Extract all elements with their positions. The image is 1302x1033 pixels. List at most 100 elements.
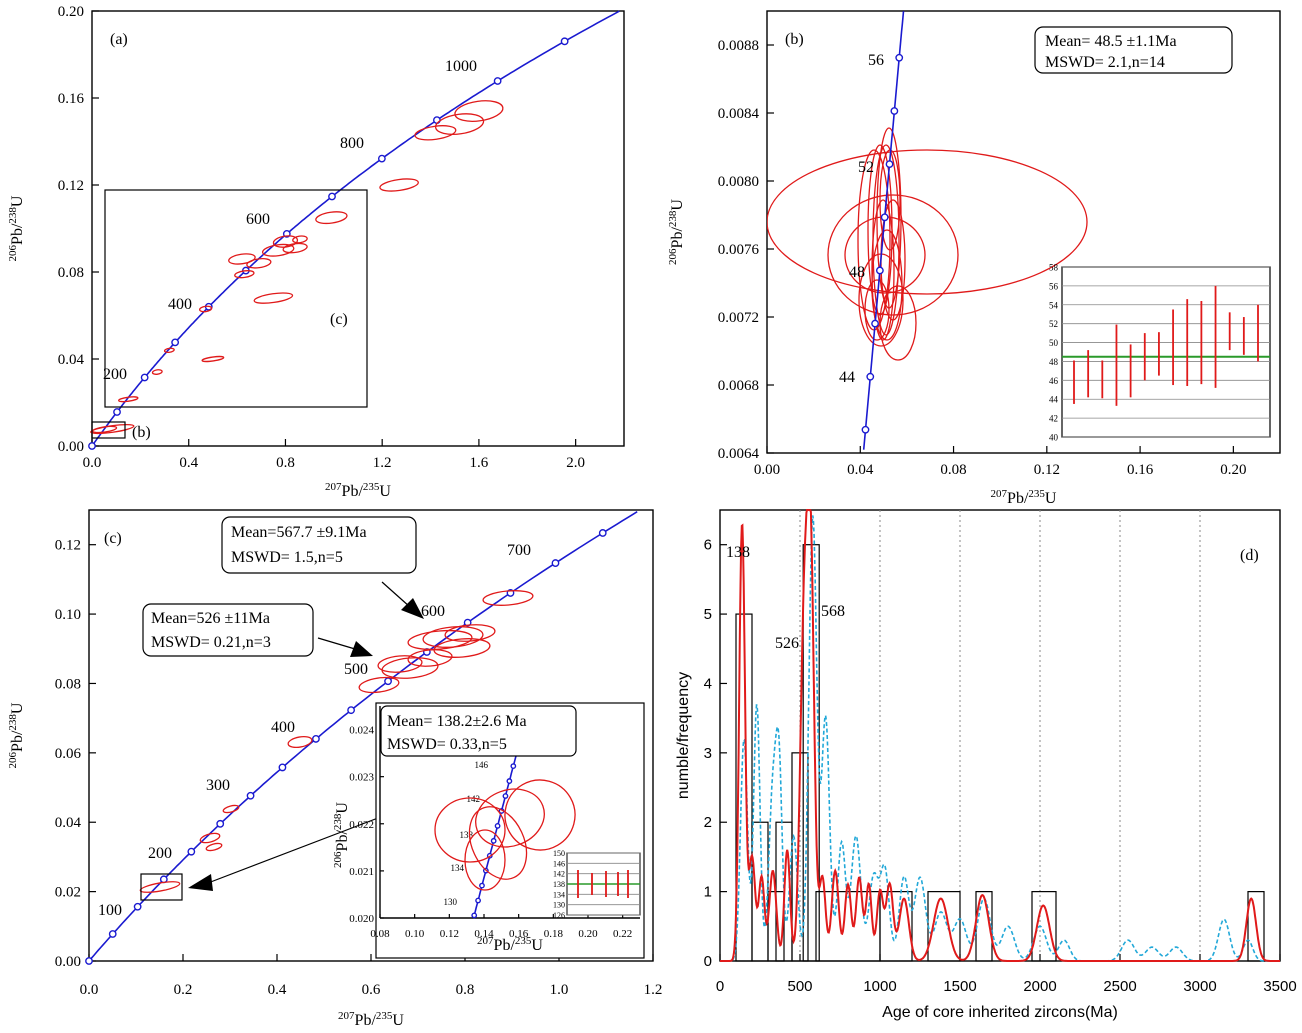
inset-ellipse [464, 829, 506, 891]
y-axis-title-el2: U [9, 195, 26, 207]
x-axis-title-mass: 207 [991, 488, 1008, 500]
inset-bar-y-label: 126 [553, 911, 565, 920]
x-tick-label: 1.2 [373, 455, 392, 471]
x-tick-label: 0 [716, 978, 724, 995]
concordia-age-marker [885, 160, 894, 169]
concordia-age-label: 52 [858, 159, 874, 176]
inset-y-tick-label: 56 [1049, 281, 1059, 291]
y-tick-label: 0.0084 [718, 106, 760, 122]
concordia-age-label: 700 [507, 542, 531, 559]
concordia-age-marker [880, 213, 889, 222]
concordia-age-label: 100 [98, 902, 122, 919]
panel-c: 0.0 0.2 0.4 0.6 0.8 1.0 1.2 0.00 0.02 0.04 0.06 0.0… [7, 509, 662, 1029]
inset-y-title: 206Pb/238U [332, 802, 351, 868]
data-ellipse [118, 396, 139, 403]
inset-age-label: 138 [460, 830, 474, 840]
concordia-age-marker [433, 116, 441, 125]
x-tick-label: 0.8 [276, 455, 295, 471]
data-ellipse [422, 626, 484, 648]
inset-x-title-mass2: 235 [515, 935, 532, 947]
y-tick-label: 0.0064 [718, 446, 760, 462]
concordia-age-marker [384, 677, 392, 686]
panel-a: 0.0 0.4 0.8 1.2 1.6 2.0 0.00 0.04 0.08 0.12 0.16 0.… [7, 4, 625, 500]
inset-y-tick-label: 42 [1049, 414, 1058, 424]
x-tick-label: 2000 [1023, 978, 1056, 995]
inset-x-tick-label: 0.10 [405, 928, 425, 940]
y-tick-label: 0.16 [58, 91, 85, 107]
y-tick-label: 1 [704, 884, 712, 901]
y-tick-label: 0.20 [58, 4, 84, 20]
inset-frame [1061, 266, 1271, 438]
y-tick-label: 2 [704, 814, 712, 831]
kde-curve-cyan [720, 515, 1280, 962]
data-ellipse [199, 832, 221, 844]
arrow-line [381, 581, 411, 608]
x-tick-label: 0.08 [940, 462, 966, 478]
x-axis-title-mass2: 235 [376, 1010, 393, 1022]
x-axis-title: 207Pb/235U [991, 488, 1057, 507]
inset-y-tick-label: 0.023 [349, 772, 374, 784]
concordia-age-marker [377, 154, 386, 163]
inset-y-tick-label: 48 [1049, 357, 1059, 367]
data-ellipse [91, 425, 118, 434]
concordia-age-marker [551, 559, 560, 567]
data-ellipse [358, 676, 400, 694]
y-tick-label: 0.0080 [718, 174, 759, 190]
x-tick-label: 0.20 [1220, 462, 1246, 478]
peak-label: 526 [775, 635, 799, 652]
data-ellipse [871, 199, 895, 341]
concordia-age-label: 400 [271, 719, 295, 736]
x-axis-title-el: Pb/ [355, 1012, 377, 1029]
inset-age-label: 130 [444, 897, 458, 907]
data-ellipse [879, 285, 917, 361]
x-tick-label: 0.0 [80, 982, 99, 998]
concordia-age-label: 48 [849, 264, 865, 281]
inset-y-title-el2: U [334, 802, 351, 814]
concordia-age-label: 56 [868, 52, 884, 69]
y-tick-label: 0.06 [55, 746, 82, 762]
inset-x-tick-label: 0.12 [440, 928, 459, 940]
x-tick-label: 0.2 [174, 982, 193, 998]
histogram-bar [1247, 891, 1265, 962]
data-ellipse [482, 590, 534, 606]
inset-concordia-marker [479, 882, 485, 889]
y-tick-label: 3 [704, 745, 712, 762]
panel-label: (b) [785, 31, 804, 48]
stats-box-1 [221, 516, 417, 574]
inset-ellipse [434, 797, 506, 863]
data-ellipse [287, 736, 313, 748]
zoom-box [140, 873, 183, 901]
concordia-age-label: 600 [246, 211, 270, 228]
data-ellipse [163, 347, 175, 354]
concordia-age-marker [85, 957, 93, 965]
data-ellipse [201, 355, 225, 363]
inset-x-tick-label: 0.14 [474, 928, 494, 940]
inset-y-tick-label: 0.024 [349, 725, 374, 737]
panel-label: (d) [1240, 547, 1259, 564]
concordia-age-marker [140, 373, 149, 382]
y-tick-label: 0.02 [55, 885, 81, 901]
arrow-head [401, 598, 424, 619]
inset-x-tick-label: 0.18 [544, 928, 564, 940]
panel-label: (c) [104, 530, 122, 547]
ellipse-group [767, 11, 1088, 450]
concordia-age-marker [113, 408, 121, 416]
inset-y-tick-label: 0.020 [349, 913, 374, 925]
y-tick-label: 0.0072 [718, 310, 759, 326]
mswd-text: MSWD= 2.1,n=14 [1045, 54, 1165, 71]
concordia-age-marker [493, 77, 502, 85]
inset-y-title-mass: 206 [332, 851, 344, 868]
concordia-age-marker [895, 53, 904, 62]
y-axis-title-el: Pb/ [9, 223, 26, 245]
inset-x-tick-label: 0.20 [578, 928, 598, 940]
inset-y-title-mass2: 238 [332, 813, 344, 830]
inset-y-tick-label: 54 [1049, 300, 1059, 310]
inset-bar-y-label: 138 [553, 880, 565, 889]
arrow-line [207, 817, 379, 884]
x-axis-title-el: Pb/ [342, 483, 364, 500]
x-tick-label: 1.6 [470, 455, 489, 471]
box2-mswd: MSWD= 0.21,n=3 [151, 634, 271, 651]
y-tick-label: 6 [704, 537, 712, 554]
panel-label: (a) [110, 31, 128, 48]
plot-frame [91, 10, 625, 447]
